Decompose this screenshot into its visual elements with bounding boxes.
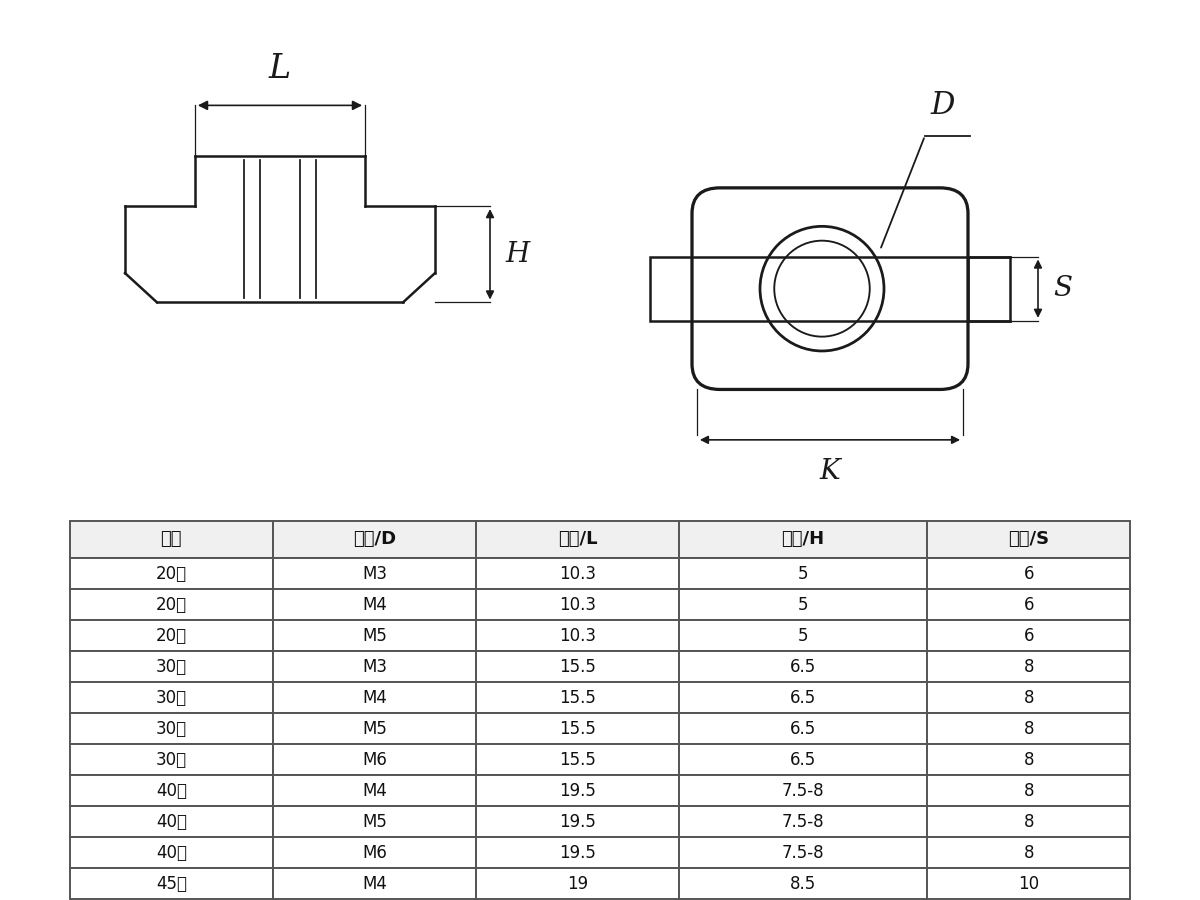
- Text: L: L: [269, 53, 292, 86]
- Text: H: H: [505, 241, 529, 268]
- Text: D: D: [931, 90, 955, 121]
- Text: S: S: [1054, 275, 1072, 302]
- FancyBboxPatch shape: [650, 256, 692, 320]
- Text: K: K: [820, 458, 840, 485]
- FancyBboxPatch shape: [692, 188, 968, 390]
- FancyBboxPatch shape: [968, 256, 1010, 320]
